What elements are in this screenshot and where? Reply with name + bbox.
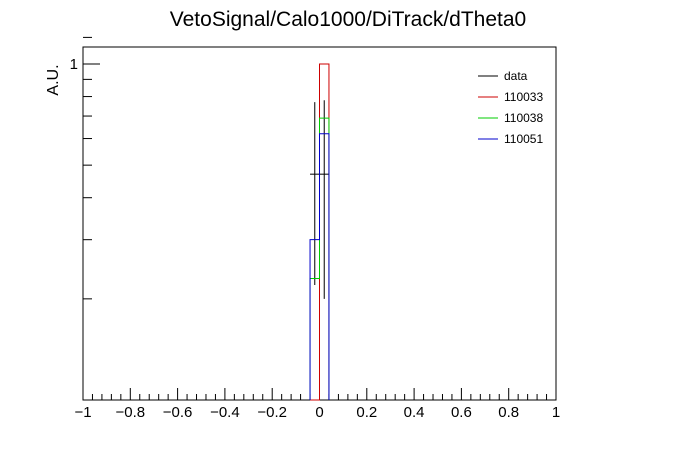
x-tick-label: −0.8	[115, 404, 145, 421]
y-axis-label: A.U.	[45, 64, 62, 95]
series-layer	[309, 63, 330, 401]
x-tick-label: −0.4	[210, 404, 240, 421]
legend-label-110038: 110038	[504, 111, 543, 125]
x-axis: −1 −0.8 −0.6 −0.4 −0.2 0 0.2 0.4 0.6 0.8 1	[74, 388, 560, 421]
x-tick-label: 1	[552, 404, 560, 421]
series-110051-hist	[309, 133, 330, 400]
x-tick-label: 0.2	[356, 404, 377, 421]
chart-title: VetoSignal/Calo1000/DiTrack/dTheta0	[170, 8, 526, 31]
x-tick-label: 0	[315, 404, 323, 421]
x-tick-label: −0.6	[163, 404, 193, 421]
x-tick-label: −0.2	[257, 404, 287, 421]
y-tick-label: 1	[70, 56, 78, 73]
legend-label-data: data	[504, 69, 528, 83]
y-axis: 1	[70, 36, 100, 300]
legend-label-110033: 110033	[504, 90, 543, 104]
x-tick-label: 0.8	[498, 404, 519, 421]
x-tick-label: 0.6	[451, 404, 472, 421]
x-tick-label: −1	[74, 404, 91, 421]
legend-label-110051: 110051	[504, 132, 543, 146]
x-tick-label: 0.4	[404, 404, 425, 421]
legend: data 110033 110038 110051	[478, 69, 543, 146]
